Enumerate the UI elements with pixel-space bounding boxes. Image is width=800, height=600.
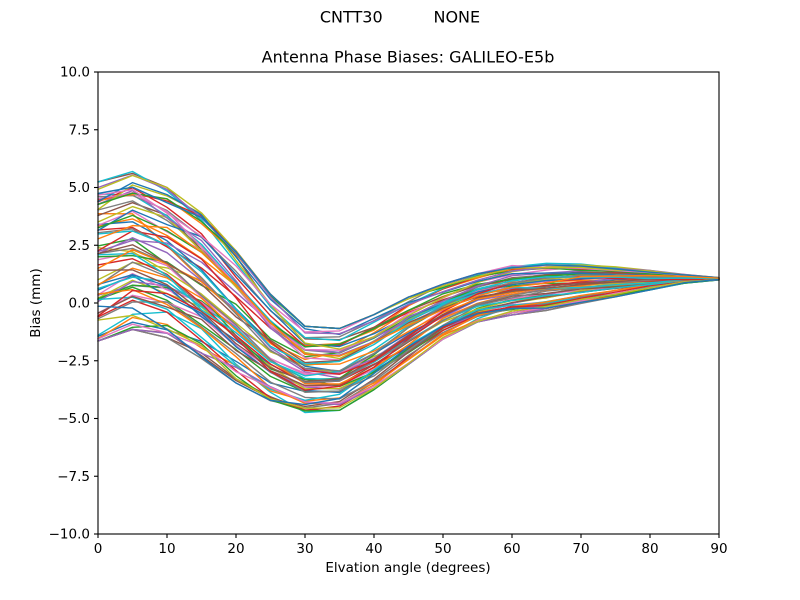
y-axis-label: Bias (mm): [28, 268, 44, 338]
bias-curve: [97, 274, 720, 384]
bias-curve: [97, 224, 720, 357]
bias-curve: [97, 278, 720, 387]
figure-suptitle: CNTT30 NONE: [319, 7, 481, 27]
bias-curve: [97, 230, 720, 375]
y-tick-label: 5.0: [69, 180, 90, 196]
bias-curve: [97, 181, 720, 336]
y-tick-label: −10.0: [49, 527, 90, 543]
x-tick-label: 40: [365, 541, 382, 557]
tick-marks: [94, 71, 720, 538]
x-tick-label: 70: [572, 541, 589, 557]
x-tick-label: 60: [503, 541, 520, 557]
tick-labels: 0 10 20 30 40 50 60 70 80 90 −10.0 −7.5 −5.0 −2.5 0.0 2…: [49, 65, 728, 558]
bias-curve: [97, 278, 720, 405]
x-tick-label: 90: [710, 541, 727, 557]
x-tick-label: 30: [296, 541, 313, 557]
y-tick-label: 2.5: [69, 238, 90, 254]
bias-curve: [97, 174, 720, 330]
axes-title: Antenna Phase Biases: GALILEO-E5b: [261, 47, 555, 67]
x-axis-label: Elvation angle (degrees): [325, 560, 491, 576]
y-tick-label: 10.0: [60, 65, 90, 81]
x-tick-label: 20: [227, 541, 244, 557]
bias-curve: [97, 244, 720, 364]
y-tick-label: −7.5: [57, 469, 90, 485]
bias-curve: [97, 278, 720, 409]
curve-ensemble: [97, 170, 720, 414]
y-tick-label: 7.5: [69, 122, 90, 138]
x-tick-label: 10: [158, 541, 175, 557]
x-tick-label: 80: [641, 541, 658, 557]
x-tick-label: 50: [434, 541, 451, 557]
bias-curve: [97, 278, 720, 406]
bias-curve: [97, 230, 720, 365]
bias-curve: [97, 186, 720, 330]
y-tick-label: −5.0: [57, 411, 90, 427]
y-tick-label: −2.5: [57, 353, 90, 369]
x-tick-label: 0: [94, 541, 103, 557]
y-tick-label: 0.0: [69, 296, 90, 312]
